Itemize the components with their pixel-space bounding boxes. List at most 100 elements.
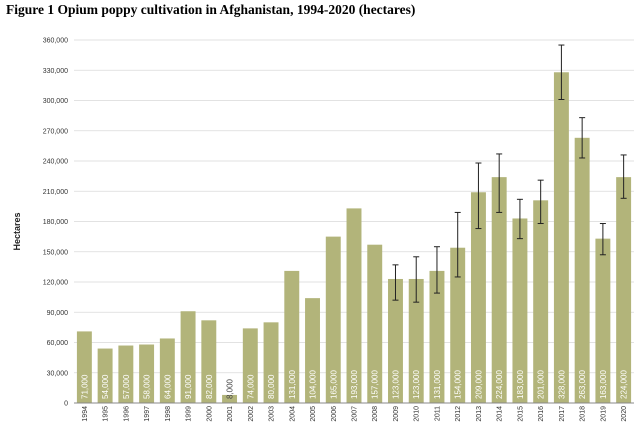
bar-2005: [305, 298, 320, 403]
bar-2007: [346, 208, 362, 403]
bar-2003: [263, 322, 279, 403]
bar-1999: [180, 311, 196, 403]
data-label-2001: 8,000: [226, 378, 235, 399]
x-tick-label: 2002: [248, 406, 255, 422]
data-label-1999: 91,000: [184, 374, 193, 399]
bar-2017: [553, 72, 569, 404]
data-label-2019: 163,000: [599, 370, 608, 399]
bar-2002: [242, 328, 258, 403]
data-label-2016: 201,000: [537, 370, 546, 399]
chart-title: Figure 1 Opium poppy cultivation in Afgh…: [6, 2, 416, 17]
x-tick-label: 1998: [165, 406, 172, 422]
x-tick-label: 1997: [144, 406, 151, 422]
x-tick-label: 2006: [331, 406, 338, 422]
x-tick-label: 2007: [352, 406, 359, 422]
x-tick-label: 2017: [559, 406, 566, 422]
bar-2011: [429, 270, 445, 403]
x-tick-label: 2001: [227, 406, 234, 422]
x-tick-label: 2010: [414, 406, 421, 422]
bar-2020: [616, 177, 632, 403]
x-tick-label: 2011: [434, 406, 441, 421]
bar-2014: [491, 177, 507, 403]
bar-2016: [533, 200, 549, 403]
data-label-2002: 74,000: [246, 374, 255, 399]
y-tick-label: 90,000: [47, 310, 69, 317]
bar-2019: [595, 238, 611, 403]
bar-2018: [574, 137, 590, 403]
x-tick-label: 2019: [600, 406, 607, 422]
data-label-2020: 224,000: [620, 370, 629, 399]
data-label-2017: 328,000: [557, 370, 566, 399]
x-tick-label: 1995: [103, 406, 110, 422]
bar-2006: [325, 236, 341, 403]
bar-2012: [450, 247, 466, 403]
data-label-1994: 71,000: [80, 374, 89, 399]
data-label-2003: 80,000: [267, 374, 276, 399]
x-tick-label: 2018: [580, 406, 587, 422]
bar-2013: [470, 192, 486, 403]
data-label-1995: 54,000: [101, 374, 110, 399]
y-tick-label: 270,000: [43, 128, 68, 135]
bar-1995: [97, 348, 113, 403]
x-tick-label: 2016: [538, 406, 545, 422]
bar-1994: [76, 331, 92, 403]
x-tick-label: 2005: [310, 406, 317, 422]
y-tick-label: 330,000: [43, 68, 68, 75]
data-label-2006: 165,000: [329, 370, 338, 399]
data-label-1997: 58,000: [143, 374, 152, 399]
x-tick-label: 1996: [123, 406, 130, 422]
data-label-2005: 104,000: [309, 370, 318, 399]
data-label-2007: 193,000: [350, 370, 359, 399]
data-label-2013: 209,000: [474, 370, 483, 399]
x-tick-label: 2013: [476, 406, 483, 422]
x-tick-label: 2003: [269, 406, 276, 422]
x-tick-label: 2015: [517, 406, 524, 422]
x-tick-label: 1999: [186, 406, 193, 422]
x-tick-label: 2012: [455, 406, 462, 422]
data-labels: 71,000 54,000 57,000 58,000 64,000 91,000 82,0…: [80, 370, 628, 399]
y-tick-label: 120,000: [43, 280, 68, 287]
data-label-2009: 123,000: [391, 370, 400, 399]
y-axis-label: Hectares: [12, 212, 22, 250]
bar-2010: [408, 278, 424, 403]
data-label-2008: 157,000: [371, 370, 380, 399]
bar-2015: [512, 218, 528, 403]
data-label-2011: 131,000: [433, 370, 442, 399]
y-tick-label: 150,000: [43, 249, 68, 256]
bar-2001: [222, 394, 238, 403]
y-tick-label: 30,000: [47, 370, 69, 377]
x-tick-label: 2014: [497, 406, 504, 422]
bar-2008: [367, 244, 383, 403]
bar-1998: [159, 338, 175, 403]
x-tick-label: 2009: [393, 406, 400, 422]
y-tick-label: 60,000: [47, 340, 69, 347]
bar-1996: [118, 345, 134, 403]
data-label-2014: 224,000: [495, 370, 504, 399]
bar-2000: [201, 320, 217, 403]
x-tick-label: 2020: [621, 406, 628, 422]
y-tick-label: 360,000: [43, 38, 68, 45]
bar-1997: [139, 344, 155, 403]
x-axis-ticks: 1994 1995 1996 1997 1998 1999 2000 2001 2002 2003…: [82, 406, 628, 422]
bar-2004: [284, 270, 300, 403]
bar-2009: [388, 278, 403, 403]
x-tick-label: 2008: [372, 406, 379, 422]
data-label-2012: 154,000: [454, 370, 463, 399]
data-label-2018: 263,000: [578, 370, 587, 399]
data-label-2004: 131,000: [288, 370, 297, 399]
y-tick-label: 240,000: [43, 159, 68, 166]
y-tick-label: 300,000: [43, 98, 68, 105]
x-tick-label: 2000: [206, 406, 213, 422]
y-tick-label: 210,000: [43, 189, 68, 196]
x-tick-label: 2004: [289, 406, 296, 422]
data-label-1998: 64,000: [163, 374, 172, 399]
y-axis-ticks: 0 30,000 60,000 90,000 120,000 150,000 180,000…: [43, 38, 68, 408]
data-label-2015: 183,000: [516, 370, 525, 399]
y-tick-label: 0: [64, 401, 68, 408]
data-label-1996: 57,000: [122, 374, 131, 399]
data-label-2000: 82,000: [205, 374, 214, 399]
x-tick-label: 1994: [82, 406, 89, 422]
data-label-2010: 123,000: [412, 370, 421, 399]
bars: [76, 72, 632, 404]
